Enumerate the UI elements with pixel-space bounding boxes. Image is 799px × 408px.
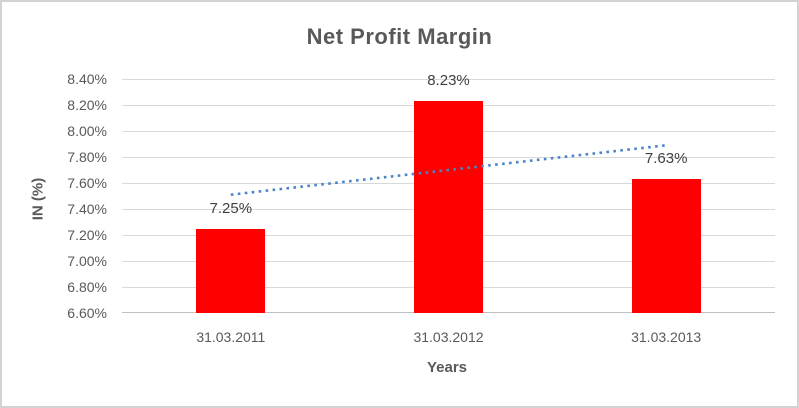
bar [196,228,266,313]
data-label: 8.23% [427,72,470,90]
y-tick-label: 7.20% [67,227,107,243]
data-label: 7.63% [644,150,688,168]
y-tick-label: 7.80% [67,149,107,165]
x-tick-label: 31.03.2011 [196,329,266,345]
y-tick-label: 8.00% [67,123,107,139]
x-tick-label: 31.03.2012 [413,329,484,345]
data-label: 7.25% [209,199,253,217]
x-axis-title: Years [426,359,468,376]
y-tick-label: 8.40% [67,71,107,87]
y-tick-label: 7.60% [67,175,107,191]
y-tick-label: 7.40% [67,201,107,217]
chart-title: Net Profit Margin [306,24,493,49]
y-tick-label: 6.60% [67,305,107,321]
y-tick-label: 8.20% [67,97,107,113]
plot-area [122,79,775,313]
y-tick-label: 7.00% [67,253,107,269]
trendline [230,144,667,196]
gridline [122,79,775,80]
bar [414,101,483,313]
bar [631,179,701,313]
x-tick-label: 31.03.2013 [631,329,702,345]
y-tick-label: 6.80% [67,279,107,295]
